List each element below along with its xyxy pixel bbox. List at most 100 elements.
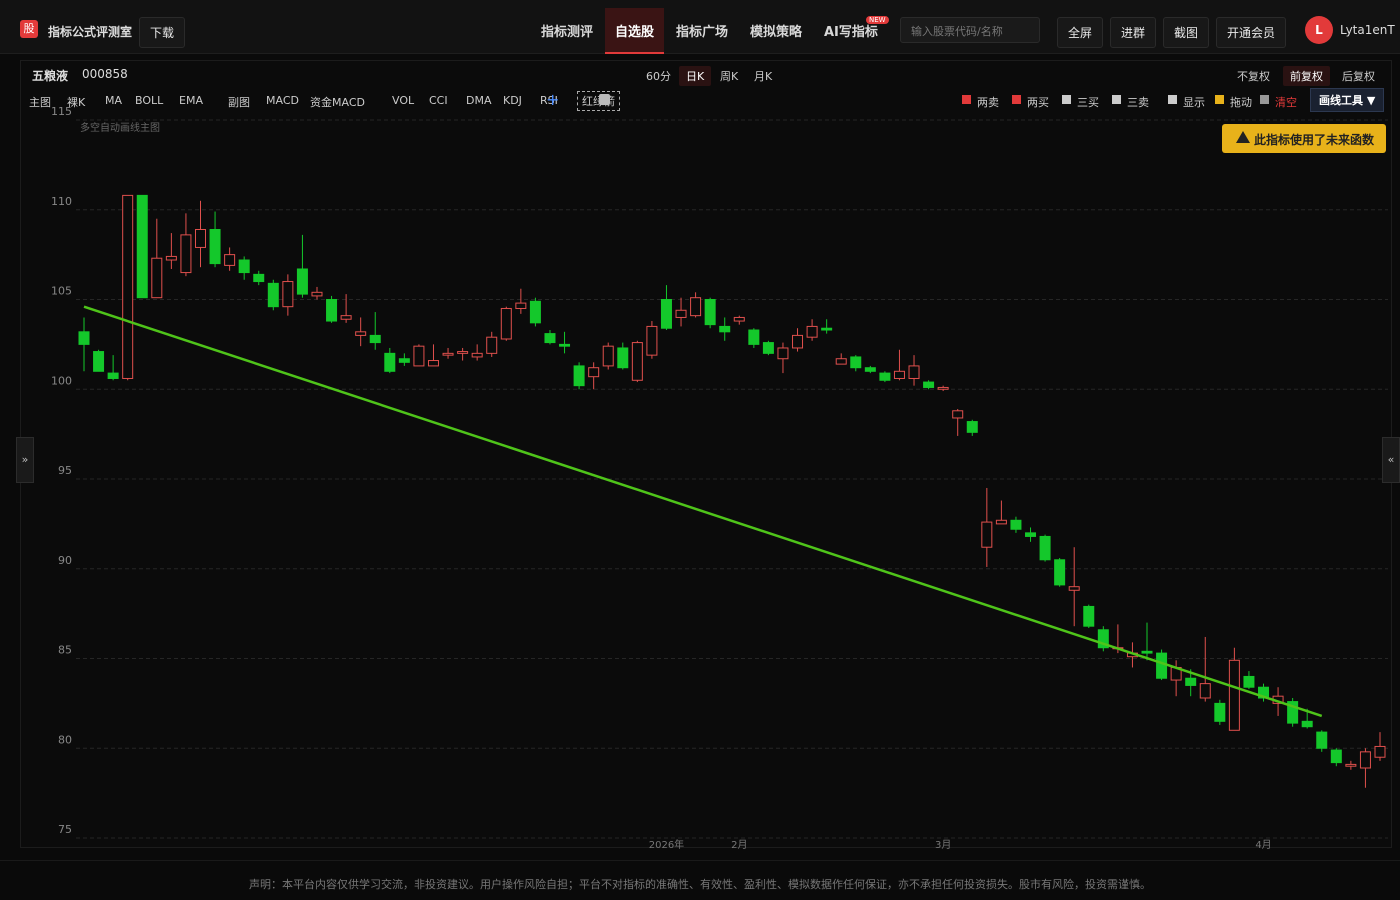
- search-input[interactable]: 输入股票代码/名称: [900, 17, 1040, 43]
- candle-body: [908, 365, 920, 379]
- candle-body: [1141, 650, 1153, 654]
- candle-body: [646, 325, 658, 356]
- tool-button[interactable]: 拖动: [1230, 96, 1252, 109]
- indicator-button[interactable]: CCI: [429, 94, 448, 107]
- candle-body: [544, 333, 556, 344]
- indicator-button[interactable]: 裸K: [67, 96, 86, 109]
- candle-body: [1214, 702, 1226, 722]
- candle-body: [573, 365, 585, 387]
- candle-body: [340, 315, 352, 320]
- tool-button[interactable]: 两卖: [977, 96, 999, 109]
- stock-name: 五粮液: [32, 69, 69, 83]
- candle-body: [850, 356, 862, 369]
- tool-button[interactable]: 三买: [1077, 96, 1099, 109]
- candle-body: [777, 347, 789, 360]
- logo[interactable]: 股: [20, 20, 38, 38]
- candle-body: [762, 342, 774, 354]
- username[interactable]: Lyta1enT: [1340, 23, 1395, 37]
- nav-item[interactable]: 模拟策略: [750, 25, 803, 40]
- candle-body: [384, 352, 396, 372]
- avatar[interactable]: L: [1305, 16, 1333, 44]
- tool-button[interactable]: 三卖: [1127, 96, 1149, 109]
- indicator-button[interactable]: DMA: [466, 94, 492, 107]
- indicator-button[interactable]: 主图: [29, 96, 51, 109]
- candle-body: [748, 329, 760, 345]
- candle-body: [835, 358, 847, 365]
- adjust[interactable]: 前复权: [1283, 66, 1330, 86]
- warning-icon: [1236, 131, 1250, 143]
- candle-body: [1068, 586, 1080, 591]
- candle-body: [151, 257, 163, 299]
- candle-body: [821, 327, 833, 331]
- tool-button[interactable]: 两买: [1027, 96, 1049, 109]
- tool-icon: [962, 95, 971, 104]
- period[interactable]: 月K: [754, 70, 773, 83]
- app-name: 指标公式评测室: [48, 25, 133, 39]
- expand-right[interactable]: «: [1382, 437, 1400, 483]
- screenshot-button[interactable]: 截图: [1163, 17, 1210, 48]
- tool-icon: [1215, 95, 1224, 104]
- candle-body: [704, 299, 716, 326]
- adjust[interactable]: 不复权: [1237, 70, 1270, 83]
- indicator-button[interactable]: BOLL: [135, 94, 164, 107]
- y-tick-label: 115: [51, 105, 72, 118]
- indicator-button[interactable]: 副图: [228, 96, 250, 109]
- candle-body: [675, 309, 687, 318]
- adjust[interactable]: 后复权: [1342, 70, 1375, 83]
- candle-body: [136, 194, 148, 299]
- group-button[interactable]: 进群: [1110, 17, 1157, 48]
- membership-button[interactable]: 开通会员: [1216, 17, 1287, 48]
- candle-body: [1228, 659, 1240, 731]
- candle-body: [1156, 652, 1168, 679]
- nav-item[interactable]: 指标测评: [541, 25, 594, 40]
- candle-body: [1316, 731, 1328, 749]
- chart: 多空自动画线主图 75 80 85 90 95 100 105 110 115 2026年 2月 3月…: [51, 105, 1388, 851]
- candle-body: [500, 307, 512, 340]
- candle-body: [617, 347, 629, 369]
- indicator-button[interactable]: MA: [105, 94, 123, 107]
- candle-body: [1330, 749, 1342, 764]
- candle-body: [296, 268, 308, 295]
- tool-icon: [1012, 95, 1021, 104]
- tool-button[interactable]: 清空: [1275, 96, 1297, 109]
- candle-body: [165, 255, 177, 261]
- tool-icon: [1112, 95, 1121, 104]
- nav-item[interactable]: AI写指标: [824, 25, 878, 40]
- candle-body: [1199, 683, 1211, 699]
- expand-left[interactable]: »: [16, 437, 34, 483]
- period[interactable]: 周K: [720, 70, 739, 83]
- indicator-button[interactable]: KDJ: [503, 94, 522, 107]
- period[interactable]: 日K: [679, 66, 712, 86]
- save-icon[interactable]: [599, 94, 610, 105]
- candle-body: [486, 336, 498, 354]
- candle-body: [1359, 751, 1371, 769]
- candle-body: [238, 259, 250, 274]
- draw-tools[interactable]: 画线工具 ▼: [1310, 88, 1385, 112]
- nav-item[interactable]: 自选股: [605, 8, 665, 54]
- indicator-button[interactable]: EMA: [179, 94, 203, 107]
- candle-body: [1185, 677, 1197, 686]
- candle-body: [253, 273, 265, 283]
- candle-body: [690, 297, 702, 317]
- x-tick-label: 2月: [731, 839, 747, 851]
- candle-body: [1287, 701, 1299, 724]
- download-button[interactable]: 下载: [139, 17, 186, 48]
- candle-body: [267, 282, 279, 308]
- candle-body: [398, 358, 410, 363]
- tool-button[interactable]: 显示: [1183, 96, 1205, 109]
- candle-body: [93, 351, 105, 372]
- indicator-button[interactable]: MACD: [266, 94, 299, 107]
- period[interactable]: 60分: [646, 70, 671, 83]
- y-tick-label: 75: [58, 823, 72, 836]
- y-tick-label: 95: [58, 464, 72, 477]
- candle-body: [719, 325, 731, 333]
- indicator-button[interactable]: RSI: [540, 94, 558, 107]
- trend-line: [83, 305, 1323, 718]
- y-tick-label: 85: [58, 644, 72, 657]
- nav-item[interactable]: 指标广场: [676, 25, 729, 40]
- add-button[interactable]: +: [546, 90, 560, 109]
- indicator-button[interactable]: 资金MACD: [310, 96, 365, 109]
- indicator-button[interactable]: VOL: [392, 94, 415, 107]
- fullscreen-button[interactable]: 全屏: [1057, 17, 1104, 48]
- candle-body: [995, 519, 1007, 525]
